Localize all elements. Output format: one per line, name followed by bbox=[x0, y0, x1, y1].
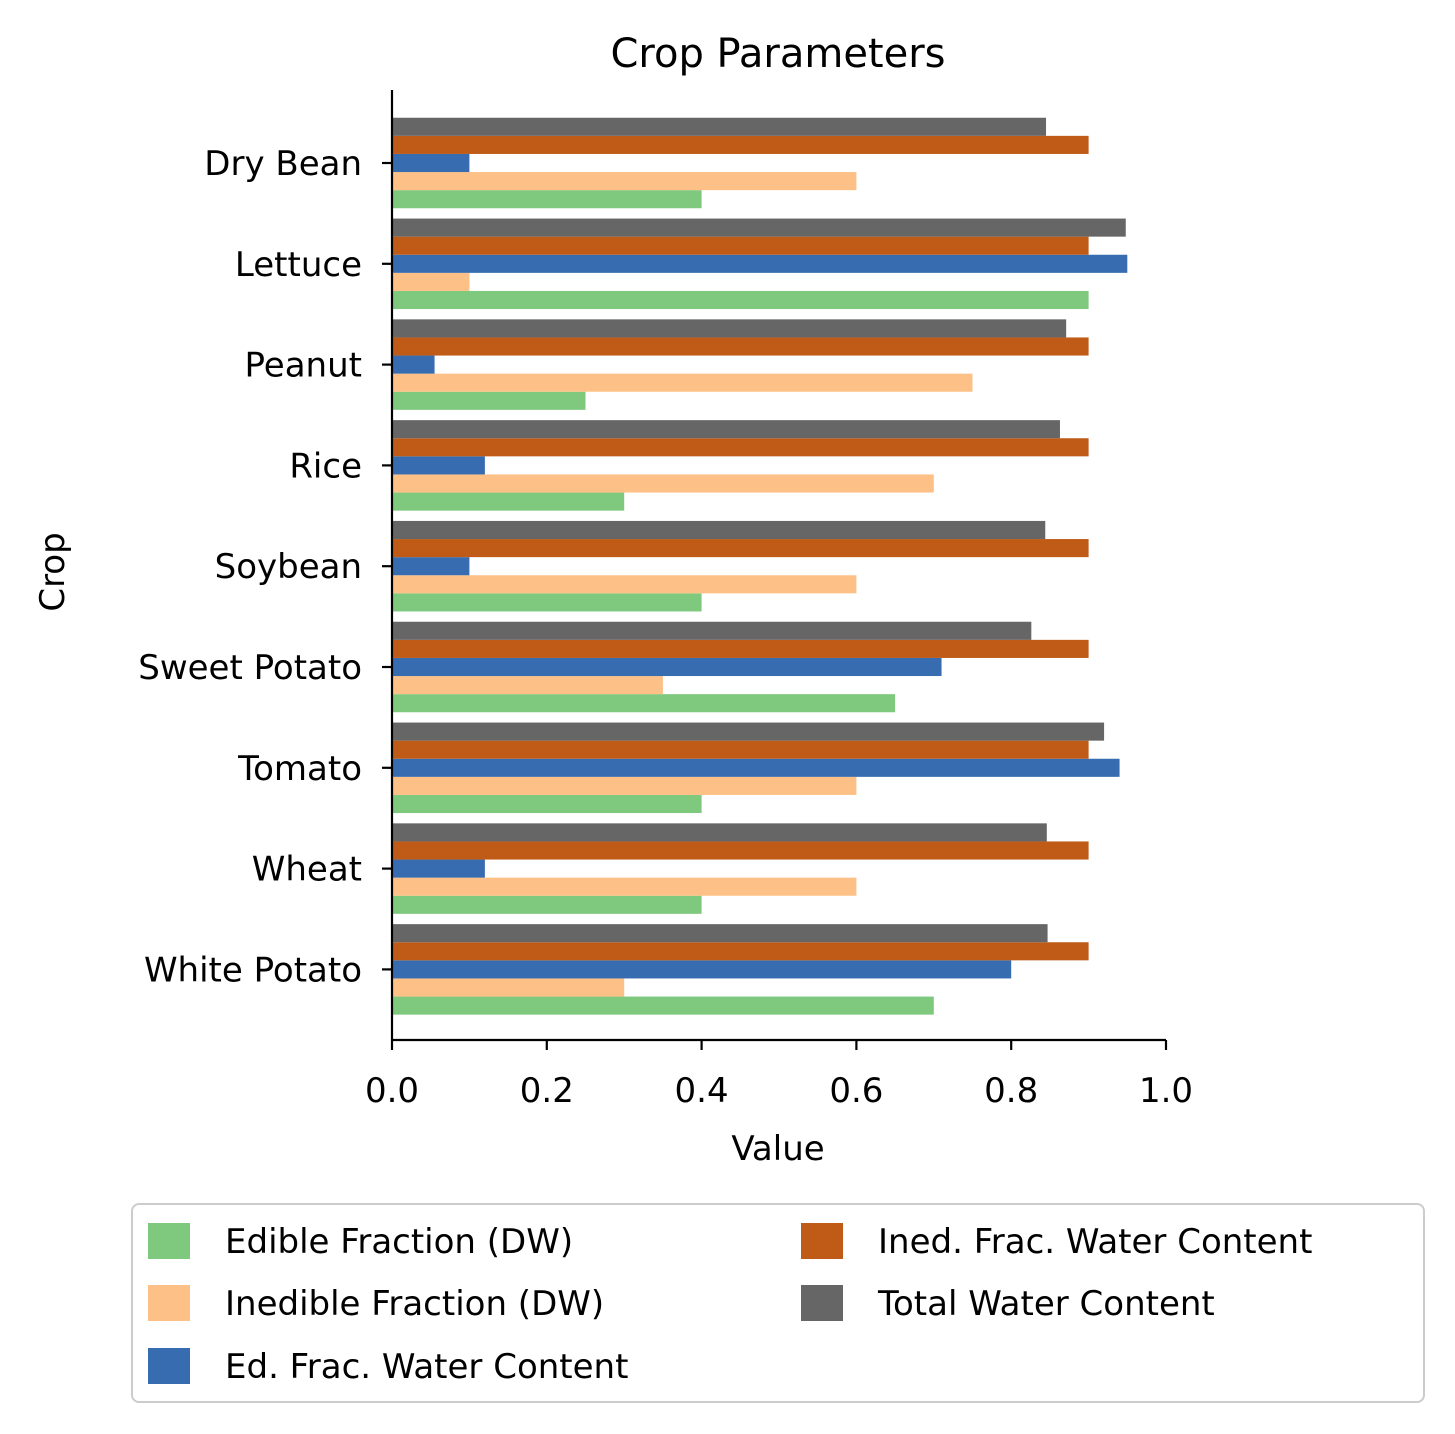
legend-item-edible-fraction-dw: Edible Fraction (DW) bbox=[148, 1222, 573, 1262]
y-tick-label-tomato: Tomato bbox=[237, 749, 362, 789]
y-tick-label-soybean: Soybean bbox=[215, 547, 362, 587]
bar-rice-ed-frac-water-content bbox=[392, 456, 485, 475]
chart-title: Crop Parameters bbox=[610, 31, 945, 77]
bar-white-potato-ed-frac-water-content bbox=[392, 960, 1012, 979]
x-tick-label: 0.2 bbox=[520, 1071, 574, 1111]
bar-sweet-potato-ed-frac-water-content bbox=[392, 657, 942, 677]
bar-lettuce-ed-frac-water-content bbox=[392, 254, 1128, 273]
legend-label: Inedible Fraction (DW) bbox=[225, 1284, 604, 1324]
bar-sweet-potato-edible-fraction-dw bbox=[392, 694, 896, 713]
bar-tomato-ed-frac-water-content bbox=[392, 758, 1120, 777]
bar-tomato-ined-frac-water-content bbox=[392, 740, 1089, 759]
bar-tomato-edible-fraction-dw bbox=[392, 794, 702, 814]
y-tick-label-wheat: Wheat bbox=[252, 850, 362, 890]
legend: Edible Fraction (DW) Inedible Fraction (D… bbox=[131, 1203, 1425, 1403]
bar-white-potato-inedible-fraction-dw bbox=[392, 978, 625, 997]
bar-soybean-edible-fraction-dw bbox=[392, 593, 702, 612]
bar-peanut-ined-frac-water-content bbox=[392, 337, 1089, 356]
bar-white-potato-ined-frac-water-content bbox=[392, 942, 1089, 961]
plot-area bbox=[392, 117, 1128, 1015]
legend-swatch bbox=[801, 1223, 843, 1259]
bar-rice-total-water-content bbox=[392, 420, 1060, 439]
y-tick-label-lettuce: Lettuce bbox=[235, 245, 362, 285]
x-tick-label: 0.8 bbox=[984, 1071, 1038, 1111]
bar-sweet-potato-inedible-fraction-dw bbox=[392, 676, 663, 695]
bar-white-potato-total-water-content bbox=[392, 924, 1048, 943]
x-tick-label: 1.0 bbox=[1139, 1071, 1193, 1111]
bar-soybean-ined-frac-water-content bbox=[392, 539, 1089, 558]
bar-tomato-inedible-fraction-dw bbox=[392, 776, 857, 795]
y-tick-label-white-potato: White Potato bbox=[144, 950, 362, 990]
legend-swatch bbox=[801, 1285, 843, 1321]
bar-dry-bean-edible-fraction-dw bbox=[392, 190, 702, 209]
y-tick-label-peanut: Peanut bbox=[245, 346, 362, 386]
bar-soybean-ed-frac-water-content bbox=[392, 557, 470, 576]
x-tick-label: 0.6 bbox=[829, 1071, 883, 1111]
legend-label: Ed. Frac. Water Content bbox=[225, 1347, 628, 1387]
bar-soybean-total-water-content bbox=[392, 520, 1046, 540]
x-tick-label: 0.0 bbox=[365, 1071, 419, 1111]
legend-item-ined-frac-water-content: Ined. Frac. Water Content bbox=[801, 1222, 1312, 1262]
bar-dry-bean-total-water-content bbox=[392, 117, 1047, 136]
bar-dry-bean-ined-frac-water-content bbox=[392, 135, 1089, 154]
bar-dry-bean-inedible-fraction-dw bbox=[392, 172, 857, 191]
legend-item-total-water-content: Total Water Content bbox=[801, 1284, 1215, 1324]
bar-lettuce-inedible-fraction-dw bbox=[392, 272, 470, 291]
bar-rice-edible-fraction-dw bbox=[392, 492, 625, 511]
legend-swatch bbox=[148, 1223, 190, 1259]
legend-label: Edible Fraction (DW) bbox=[225, 1222, 573, 1262]
y-axis: Dry Bean Lettuce Peanut Rice Soybean Sweet Po… bbox=[138, 90, 394, 1040]
legend-swatch bbox=[148, 1285, 190, 1321]
bar-peanut-inedible-fraction-dw bbox=[392, 373, 973, 392]
bar-soybean-inedible-fraction-dw bbox=[392, 575, 857, 594]
bar-lettuce-ined-frac-water-content bbox=[392, 236, 1089, 255]
legend-item-inedible-fraction-dw: Inedible Fraction (DW) bbox=[148, 1284, 604, 1324]
bar-dry-bean-ed-frac-water-content bbox=[392, 153, 470, 173]
y-tick-label-sweet-potato: Sweet Potato bbox=[138, 648, 362, 688]
bar-white-potato-edible-fraction-dw bbox=[392, 996, 934, 1015]
legend-swatch bbox=[148, 1348, 190, 1384]
y-axis-label: Crop bbox=[33, 532, 73, 611]
y-tick-label-dry-bean: Dry Bean bbox=[204, 144, 362, 184]
bar-sweet-potato-total-water-content bbox=[392, 621, 1032, 640]
bar-peanut-ed-frac-water-content bbox=[392, 355, 435, 374]
bar-rice-ined-frac-water-content bbox=[392, 438, 1089, 457]
legend-label: Ined. Frac. Water Content bbox=[878, 1222, 1312, 1262]
bar-peanut-total-water-content bbox=[392, 319, 1067, 338]
bar-lettuce-edible-fraction-dw bbox=[392, 290, 1089, 310]
legend-item-ed-frac-water-content: Ed. Frac. Water Content bbox=[148, 1347, 628, 1387]
bar-sweet-potato-ined-frac-water-content bbox=[392, 639, 1089, 658]
bar-tomato-total-water-content bbox=[392, 722, 1105, 741]
legend-label: Total Water Content bbox=[877, 1284, 1215, 1324]
bar-rice-inedible-fraction-dw bbox=[392, 474, 934, 493]
bar-lettuce-total-water-content bbox=[392, 218, 1126, 237]
bar-peanut-edible-fraction-dw bbox=[392, 391, 586, 410]
bar-wheat-ined-frac-water-content bbox=[392, 841, 1089, 860]
y-tick-label-rice: Rice bbox=[289, 446, 362, 486]
bar-wheat-total-water-content bbox=[392, 823, 1047, 842]
x-axis: 0.0 0.2 0.4 0.6 0.8 1.0 bbox=[365, 1038, 1193, 1111]
bar-wheat-ed-frac-water-content bbox=[392, 859, 485, 878]
bar-wheat-edible-fraction-dw bbox=[392, 895, 702, 914]
x-axis-label: Value bbox=[731, 1129, 824, 1169]
legend-frame bbox=[131, 1203, 1425, 1403]
bar-wheat-inedible-fraction-dw bbox=[392, 877, 857, 896]
x-tick-label: 0.4 bbox=[675, 1071, 729, 1111]
